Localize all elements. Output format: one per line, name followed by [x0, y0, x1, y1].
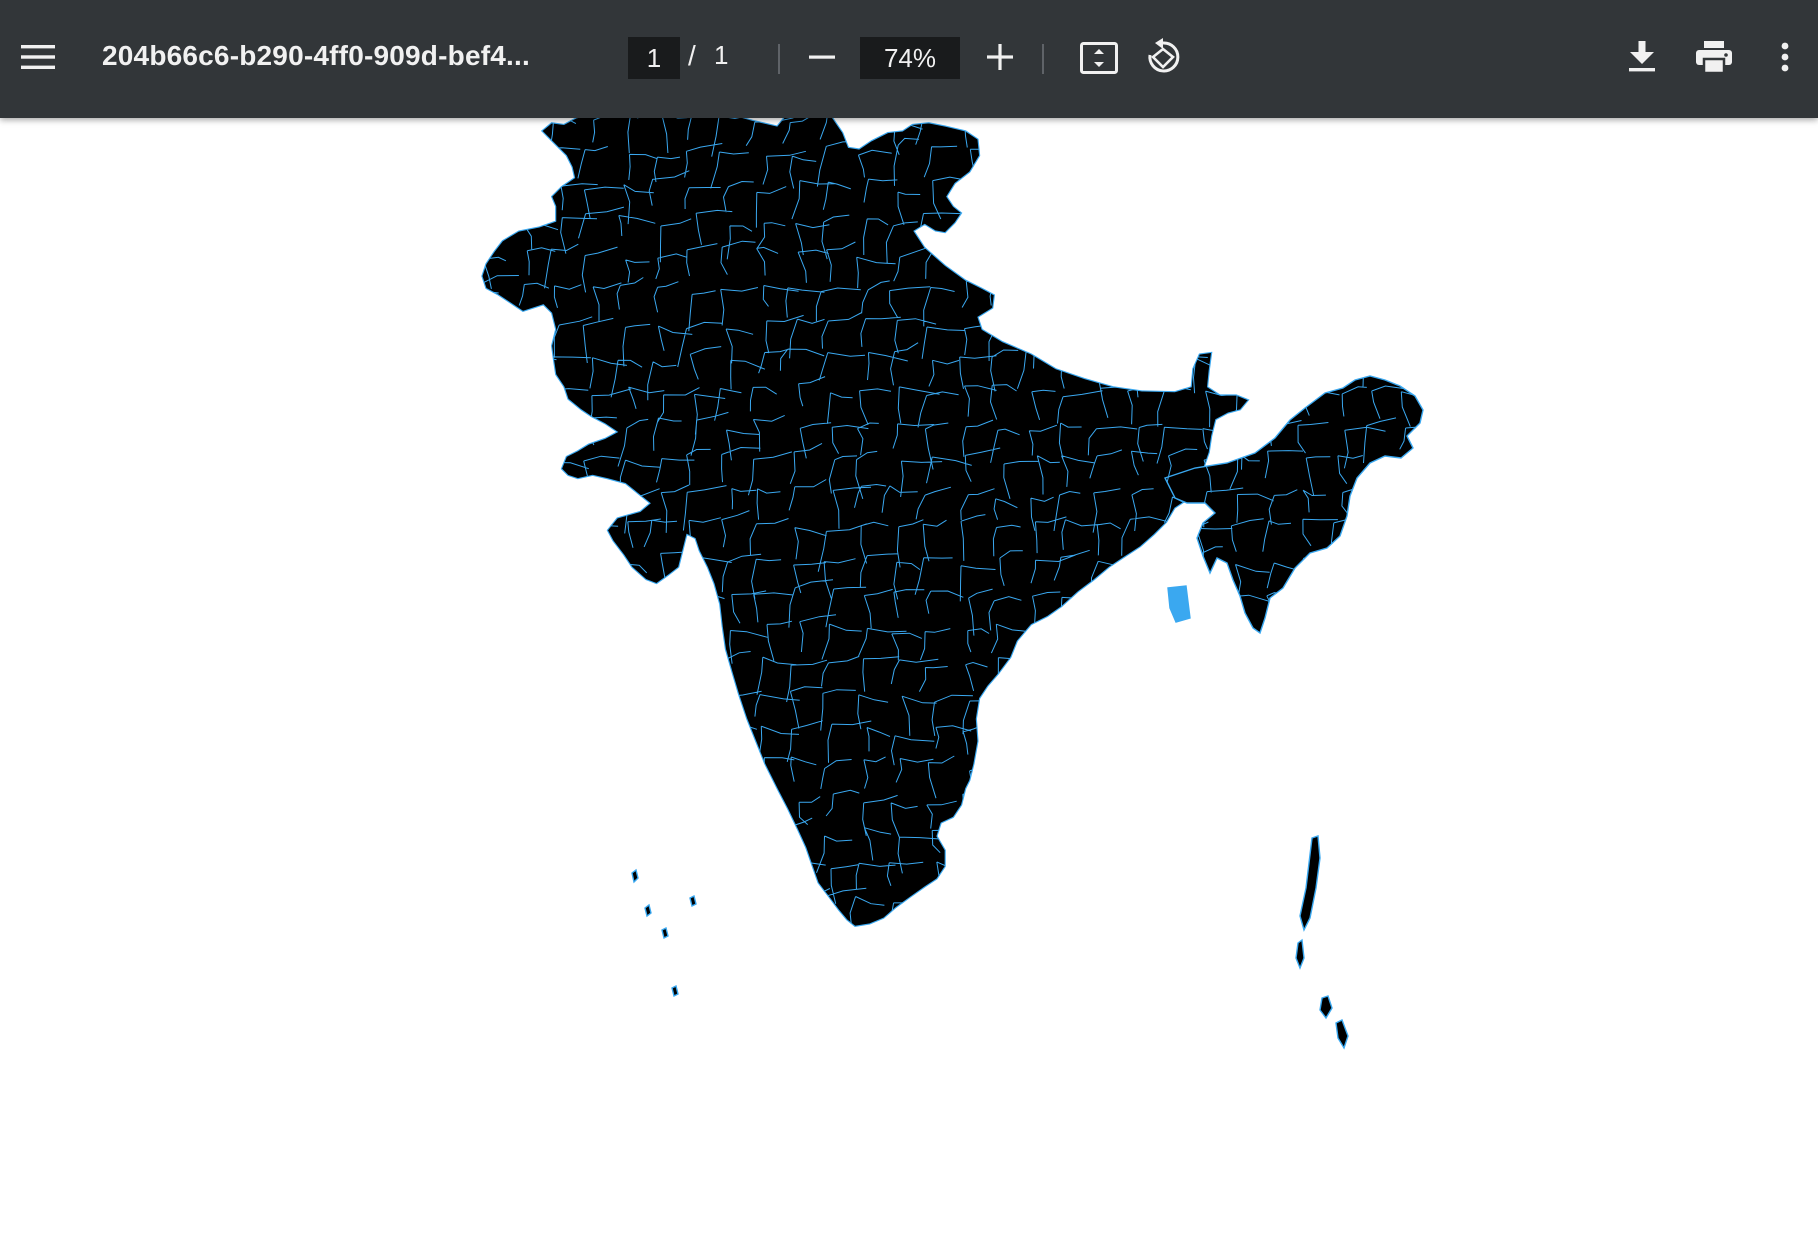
pdf-viewer-area[interactable]	[0, 118, 1818, 1240]
map-landmass	[481, 118, 1424, 1050]
page-number-input[interactable]: 1	[628, 37, 680, 79]
hamburger-menu-icon[interactable]	[16, 35, 60, 79]
download-icon[interactable]	[1620, 33, 1664, 81]
zoom-level-input[interactable]: 74%	[860, 37, 960, 79]
page-total: 1	[714, 40, 729, 70]
minus-icon[interactable]	[800, 35, 844, 79]
pdf-toolbar: 204b66c6-b290-4ff0-909d-bef4... 1 / 1 74…	[0, 0, 1818, 118]
print-icon[interactable]	[1690, 35, 1738, 79]
page-separator: /	[688, 40, 696, 71]
rotate-counterclockwise-icon[interactable]	[1140, 33, 1186, 81]
india-district-map	[481, 118, 1424, 1050]
document-title: 204b66c6-b290-4ff0-909d-bef4...	[102, 40, 530, 71]
fit-to-page-icon[interactable]	[1076, 35, 1122, 81]
more-vertical-icon[interactable]	[1770, 35, 1800, 79]
plus-icon[interactable]	[978, 35, 1022, 79]
toolbar-divider	[778, 44, 780, 74]
toolbar-divider	[1042, 44, 1044, 74]
